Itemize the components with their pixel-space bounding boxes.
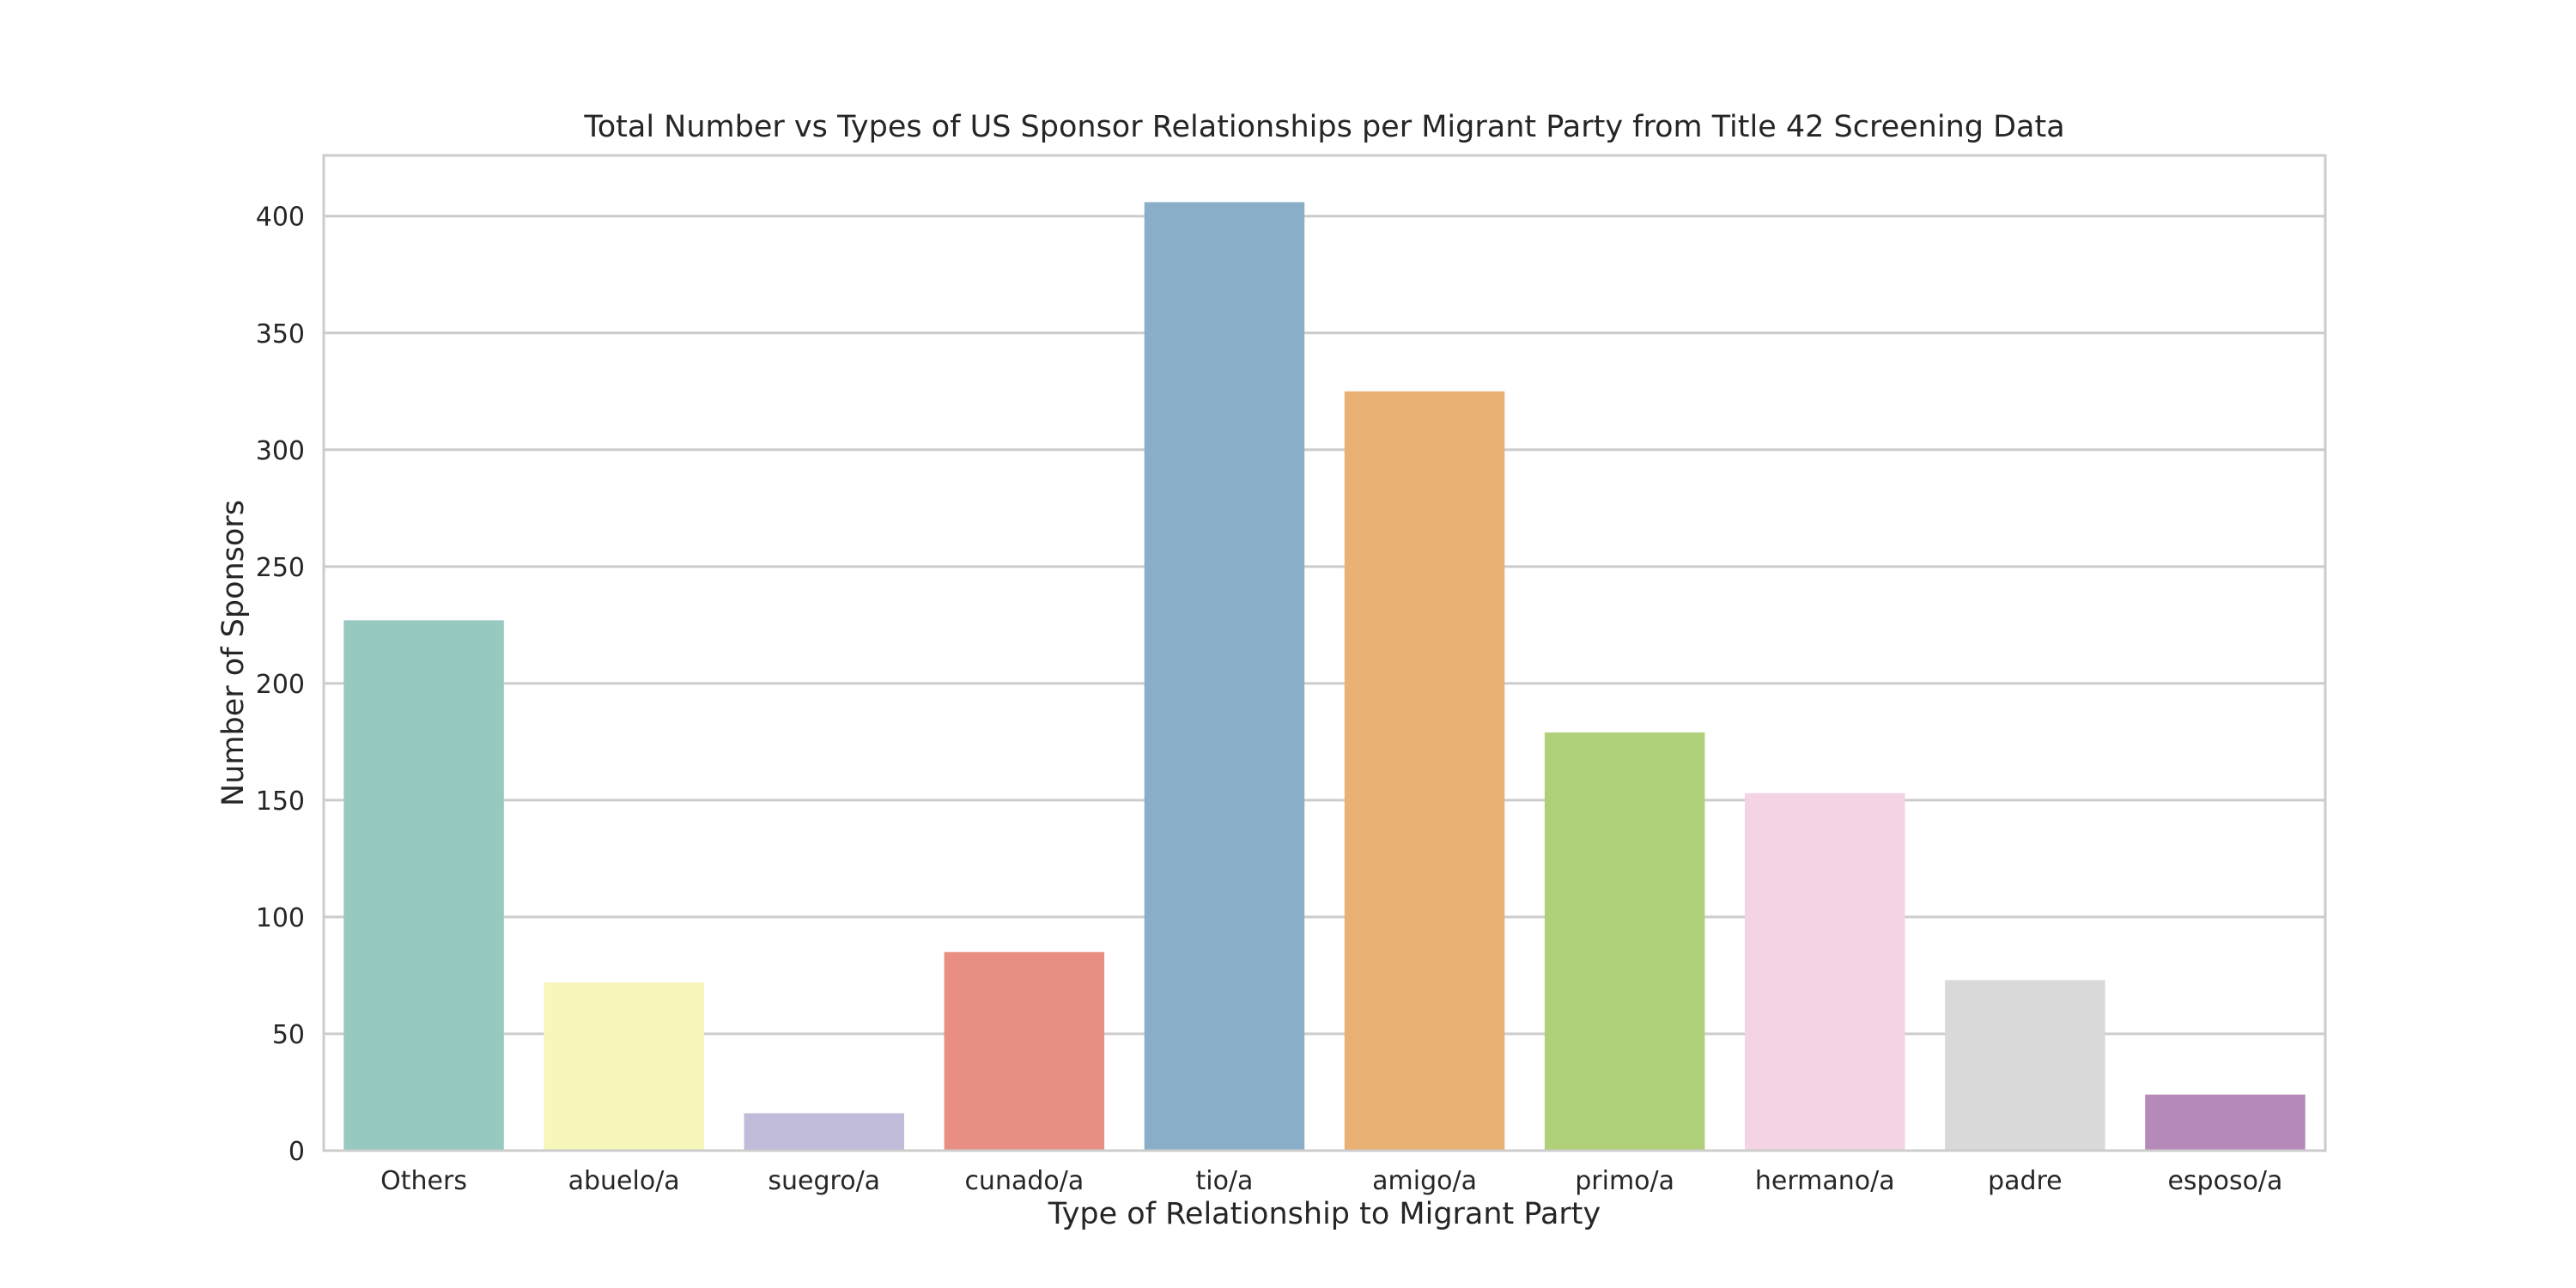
chart-title: Total Number vs Types of US Sponsor Rela… (583, 110, 2064, 144)
x-tick-label: padre (1988, 1166, 2063, 1196)
y-tick-label: 150 (256, 787, 305, 817)
bar-1 (544, 982, 704, 1151)
bar-8 (1945, 980, 2105, 1151)
y-tick-label: 0 (289, 1137, 305, 1167)
bar-7 (1745, 793, 1905, 1151)
x-axis-label: Type of Relationship to Migrant Party (1048, 1197, 1601, 1231)
y-tick-labels: 0 50 100 150 200 250 300 350 400 (256, 203, 305, 1167)
x-tick-label: primo/a (1575, 1166, 1674, 1196)
y-tick-label: 50 (272, 1020, 305, 1050)
bar-5 (1344, 391, 1505, 1151)
x-tick-label: abuelo/a (568, 1166, 680, 1196)
x-tick-labels: Others abuelo/a suegro/a cunado/a tio/a amigo… (380, 1166, 2282, 1196)
y-tick-label: 350 (256, 319, 305, 349)
x-tick-label: suegro/a (768, 1166, 880, 1196)
x-tick-label: hermano/a (1755, 1166, 1895, 1196)
bar-4 (1144, 202, 1305, 1151)
x-tick-label: Others (380, 1166, 467, 1196)
y-tick-label: 300 (256, 436, 305, 466)
bar-2 (744, 1113, 904, 1151)
plot-frame (322, 154, 2327, 1152)
bars (343, 202, 2306, 1151)
bar-6 (1544, 732, 1705, 1151)
y-tick-label: 200 (256, 670, 305, 700)
bar-3 (944, 951, 1105, 1151)
x-tick-label: esposo/a (2167, 1166, 2282, 1196)
x-tick-label: tio/a (1195, 1166, 1253, 1196)
y-tick-label: 250 (256, 553, 305, 583)
bar-9 (2145, 1094, 2306, 1151)
bar-0 (343, 620, 504, 1151)
x-tick-label: cunado/a (964, 1166, 1084, 1196)
x-tick-label: amigo/a (1372, 1166, 1477, 1196)
y-tick-label: 100 (256, 903, 305, 933)
y-tick-label: 400 (256, 203, 305, 233)
y-axis-label: Number of Sponsors (216, 500, 251, 806)
